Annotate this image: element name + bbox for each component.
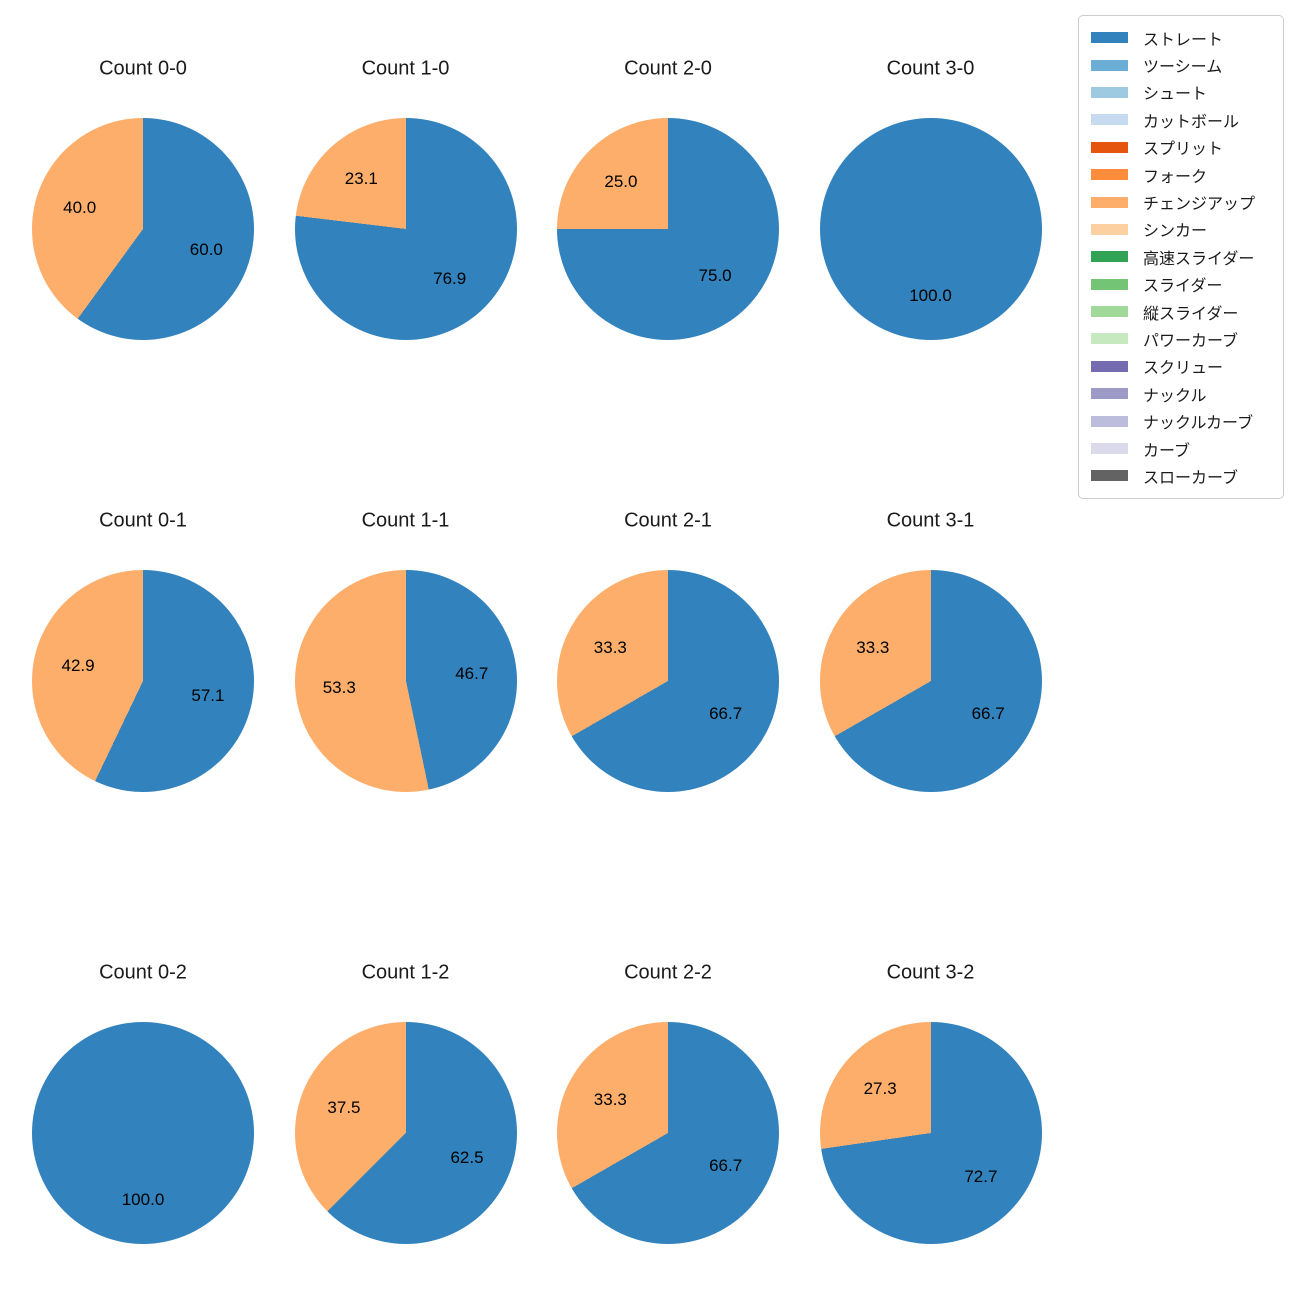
pie-disc-count-0-1 xyxy=(32,570,254,792)
legend-label: スライダー xyxy=(1143,278,1223,296)
pie-percent-label: 60.0 xyxy=(189,239,223,259)
pie-disc-count-2-2 xyxy=(557,1022,779,1244)
legend-label: ナックルカーブ xyxy=(1143,415,1254,433)
pie-percent-label: 33.3 xyxy=(593,1089,627,1109)
legend-item: ナックルカーブ xyxy=(1089,407,1273,434)
legend-label: スプリット xyxy=(1143,141,1224,159)
pie-percent-label: 33.3 xyxy=(856,637,890,657)
legend-item: シュート xyxy=(1089,79,1273,106)
pie-disc-count-2-0 xyxy=(557,118,779,340)
pie-disc-count-1-0 xyxy=(294,118,517,340)
legend: ストレートツーシームシュートカットボール スプリットフォークチェンジアップ シンカー… xyxy=(1078,15,1284,499)
pie-percent-label: 46.7 xyxy=(455,664,489,684)
legend-item: パワーカーブ xyxy=(1089,325,1273,352)
legend-item: ツーシーム xyxy=(1089,51,1273,78)
legend-swatch xyxy=(1091,333,1128,345)
legend-item: スクリュー xyxy=(1089,353,1273,380)
legend-label: カットボール xyxy=(1143,113,1240,131)
pie-disc-count-3-1 xyxy=(819,570,1042,792)
pie-title-count-2-0: Count 2-0 xyxy=(624,57,712,80)
pie-disc-count-0-0 xyxy=(32,118,254,340)
legend-label: ツーシーム xyxy=(1143,59,1223,77)
legend-label: スクリュー xyxy=(1143,360,1224,378)
legend-label: ストレート xyxy=(1143,31,1224,49)
pie-percent-label: 66.7 xyxy=(709,704,743,724)
pie-percent-label: 40.0 xyxy=(63,198,97,218)
pie-title-count-3-2: Count 3-2 xyxy=(886,961,975,984)
legend-swatch xyxy=(1091,223,1128,235)
pie-disc-count-1-2 xyxy=(294,1022,517,1244)
legend-swatch xyxy=(1091,32,1128,44)
legend-label: チェンジアップ xyxy=(1143,196,1256,214)
pie-disc-count-2-1 xyxy=(557,570,779,792)
legend-swatch xyxy=(1091,86,1128,98)
legend-swatch xyxy=(1091,415,1128,427)
legend-item: フォーク xyxy=(1089,161,1273,188)
legend-item: スライダー xyxy=(1089,271,1273,298)
pie-percent-label: 72.7 xyxy=(964,1166,998,1186)
legend-item: 縦スライダー xyxy=(1089,298,1273,325)
pie-title-count-3-1: Count 3-1 xyxy=(886,509,975,532)
legend-item: カーブ xyxy=(1089,435,1273,462)
legend-swatch xyxy=(1091,141,1128,153)
legend-item: ナックル xyxy=(1089,380,1273,407)
legend-label: 高速スライダー xyxy=(1143,250,1255,268)
legend-item: シンカー xyxy=(1089,216,1273,243)
legend-swatch xyxy=(1091,443,1128,455)
pie-title-count-1-2: Count 1-2 xyxy=(361,961,450,984)
pie-percent-label: 66.7 xyxy=(709,1156,743,1176)
pie-title-count-2-1: Count 2-1 xyxy=(624,509,712,532)
legend-swatch xyxy=(1091,470,1128,482)
pie-title-count-0-1: Count 0-1 xyxy=(99,509,187,532)
legend-label: シンカー xyxy=(1143,223,1208,241)
legend-swatch xyxy=(1091,278,1128,290)
legend-swatch xyxy=(1091,251,1128,263)
pie-percent-label: 100.0 xyxy=(909,285,952,305)
legend-swatch xyxy=(1091,59,1128,71)
legend-label: 縦スライダー xyxy=(1143,305,1239,323)
pie-percent-label: 76.9 xyxy=(433,268,467,288)
pie-disc-count-3-2 xyxy=(819,1022,1042,1244)
pie-percent-label: 62.5 xyxy=(450,1148,484,1168)
pie-percent-label: 33.3 xyxy=(593,637,627,657)
legend-swatch xyxy=(1091,196,1128,208)
legend-swatch xyxy=(1091,114,1128,126)
legend-swatch xyxy=(1091,360,1128,372)
pie-title-count-0-2: Count 0-2 xyxy=(99,961,187,984)
pie-disc-count-3-0 xyxy=(819,118,1042,340)
pie-title-count-2-2: Count 2-2 xyxy=(624,961,712,984)
legend-swatch xyxy=(1091,306,1128,318)
pie-percent-label: 37.5 xyxy=(327,1097,361,1117)
pie-percent-label: 27.3 xyxy=(863,1079,897,1099)
legend-label: カーブ xyxy=(1143,442,1191,460)
pie-title-count-1-1: Count 1-1 xyxy=(361,509,450,532)
legend-label: パワーカーブ xyxy=(1143,332,1239,350)
legend-item: 高速スライダー xyxy=(1089,243,1273,270)
legend-item: チェンジアップ xyxy=(1089,188,1273,215)
pie-percent-label: 42.9 xyxy=(61,656,95,676)
legend-label: シュート xyxy=(1143,86,1208,104)
legend-item: ストレート xyxy=(1089,24,1273,51)
pie-disc-count-1-1 xyxy=(294,570,517,792)
legend-label: ナックル xyxy=(1143,387,1207,405)
legend-item: スプリット xyxy=(1089,134,1273,161)
legend-swatch xyxy=(1091,388,1128,400)
pie-percent-label: 25.0 xyxy=(604,171,638,191)
legend-item: スローカーブ xyxy=(1089,462,1273,489)
legend-item: カットボール xyxy=(1089,106,1273,133)
pie-percent-label: 53.3 xyxy=(322,677,356,697)
pie-percent-label: 57.1 xyxy=(191,685,225,705)
pie-title-count-1-0: Count 1-0 xyxy=(361,57,450,80)
legend-label: スローカーブ xyxy=(1143,469,1239,487)
pie-percent-label: 23.1 xyxy=(344,169,378,189)
pie-percent-label: 75.0 xyxy=(698,266,732,286)
pie-percent-label: 66.7 xyxy=(971,704,1005,724)
pie-title-count-3-0: Count 3-0 xyxy=(886,57,975,80)
pie-title-count-0-0: Count 0-0 xyxy=(99,57,187,80)
pie-disc-count-0-2 xyxy=(32,1022,254,1244)
pie-percent-label: 100.0 xyxy=(121,1189,165,1209)
legend-label: フォーク xyxy=(1143,168,1208,186)
legend-swatch xyxy=(1091,169,1128,181)
